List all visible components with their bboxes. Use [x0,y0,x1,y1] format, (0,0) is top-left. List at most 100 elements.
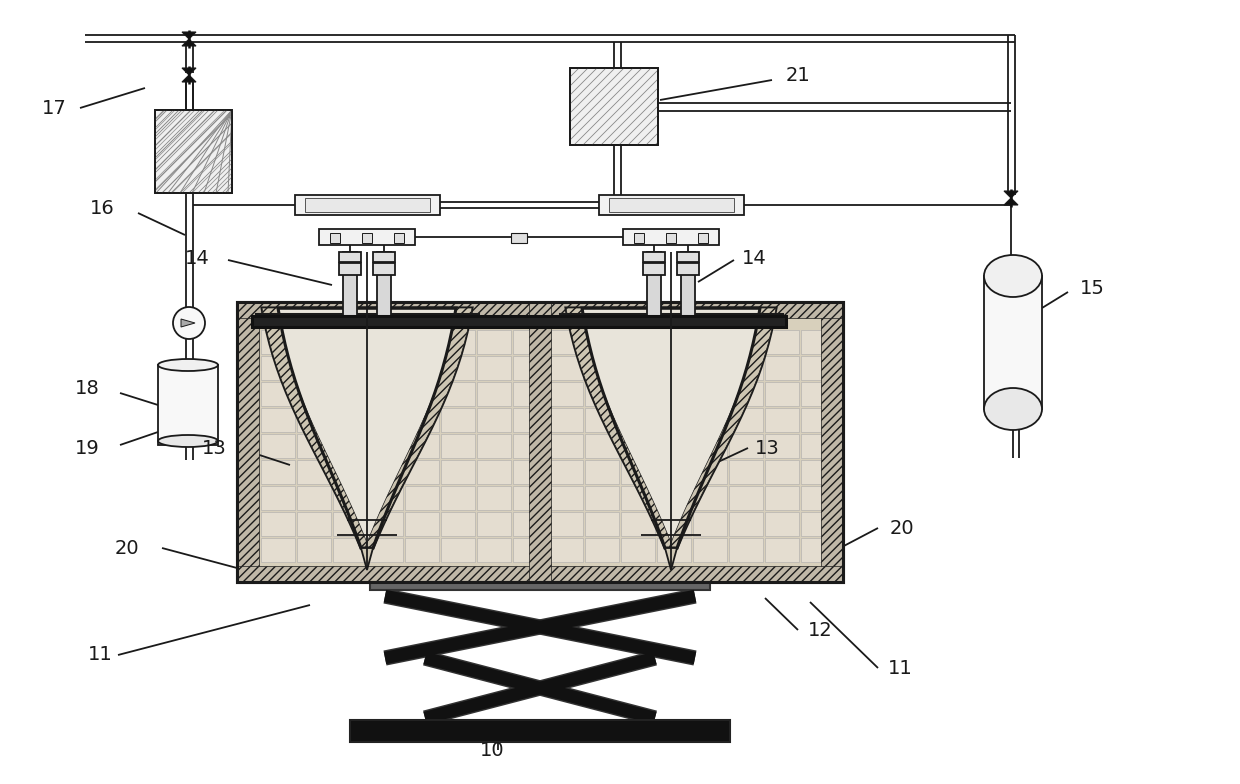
Bar [260,356,295,380]
Bar [405,408,439,432]
Bar [339,252,361,262]
Bar [693,434,727,458]
Bar [441,408,475,432]
Bar [441,460,475,484]
Bar [621,538,655,562]
Bar [511,233,527,243]
Bar [513,330,547,354]
Text: 12: 12 [808,620,833,640]
Bar [647,252,661,316]
Bar [585,512,619,536]
Text: 16: 16 [91,198,115,217]
Bar [298,434,331,458]
Bar [441,330,475,354]
Bar [370,486,403,510]
Bar [334,538,367,562]
Polygon shape [182,68,196,75]
Bar [370,460,403,484]
Polygon shape [262,308,472,548]
Bar [377,252,391,316]
Bar [157,365,218,445]
Text: 21: 21 [786,66,811,85]
Text: 14: 14 [185,249,210,267]
Text: 20: 20 [890,518,915,538]
Bar [334,512,367,536]
Polygon shape [182,32,196,39]
Bar [693,512,727,536]
Bar [585,382,619,406]
Bar [585,330,619,354]
Bar [765,460,799,484]
Bar [370,538,403,562]
Bar [298,330,331,354]
Bar [549,512,583,536]
Bar [657,330,691,354]
Text: 20: 20 [115,539,140,557]
Bar [298,408,331,432]
Bar [477,356,511,380]
Bar [677,263,699,275]
Bar [549,356,583,380]
Bar [237,566,843,582]
Bar [405,512,439,536]
Bar [252,316,786,327]
Bar [729,356,763,380]
Bar [657,538,691,562]
Text: 17: 17 [42,99,67,118]
Bar [298,486,331,510]
Bar [585,538,619,562]
Bar [621,408,655,432]
Polygon shape [181,319,195,327]
Bar [801,382,835,406]
Bar [513,486,547,510]
Bar [621,512,655,536]
Bar [477,434,511,458]
Bar [334,330,367,354]
Bar [237,302,843,582]
Bar [370,356,403,380]
Bar [698,233,708,243]
Bar [765,408,799,432]
Bar [298,460,331,484]
Bar [729,330,763,354]
Bar [621,434,655,458]
Bar [693,330,727,354]
Bar [570,68,658,145]
Text: 18: 18 [74,379,99,397]
Bar [370,330,403,354]
Bar [441,382,475,406]
Bar [549,382,583,406]
Bar [477,460,511,484]
Bar [260,512,295,536]
Bar [405,356,439,380]
Bar [237,302,843,318]
Text: 11: 11 [888,659,913,677]
Bar [319,229,415,245]
Bar [585,408,619,432]
Bar [549,460,583,484]
Bar [529,302,551,582]
Bar [985,276,1042,409]
Polygon shape [670,308,776,548]
Bar [334,434,367,458]
Bar [765,512,799,536]
Bar [729,460,763,484]
Bar [330,233,340,243]
Bar [339,263,361,275]
Bar [373,252,396,262]
Bar [765,356,799,380]
Bar [621,486,655,510]
Text: 15: 15 [1080,278,1105,297]
Bar [305,198,430,212]
Bar [513,382,547,406]
Bar [513,512,547,536]
Polygon shape [365,308,472,548]
Bar [801,460,835,484]
Bar [441,434,475,458]
Bar [441,356,475,380]
Bar [334,486,367,510]
Ellipse shape [985,388,1042,430]
Bar [477,486,511,510]
Bar [405,382,439,406]
Bar [657,408,691,432]
